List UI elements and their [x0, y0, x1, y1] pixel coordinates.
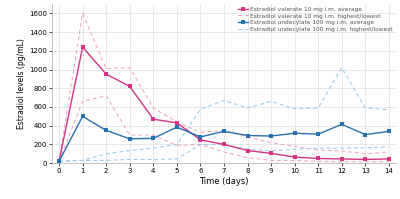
Legend: Estradiol valerate 10 mg i.m. average, Estradiol valerate 10 mg i.m. highest/low: Estradiol valerate 10 mg i.m. average, E…: [235, 5, 396, 34]
X-axis label: Time (days): Time (days): [199, 177, 249, 186]
Y-axis label: Estradiol levels (pg/mL): Estradiol levels (pg/mL): [17, 38, 26, 129]
